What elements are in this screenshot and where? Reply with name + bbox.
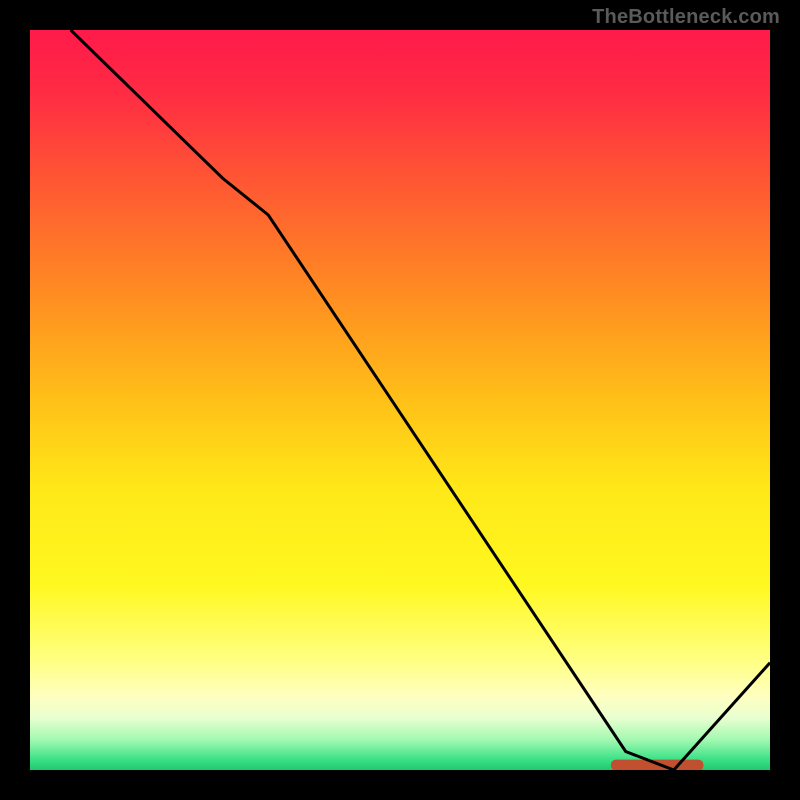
watermark-text: TheBottleneck.com: [592, 6, 780, 29]
chart-area: [30, 30, 770, 770]
chart-svg: [30, 30, 770, 770]
gradient-background: [30, 30, 770, 770]
